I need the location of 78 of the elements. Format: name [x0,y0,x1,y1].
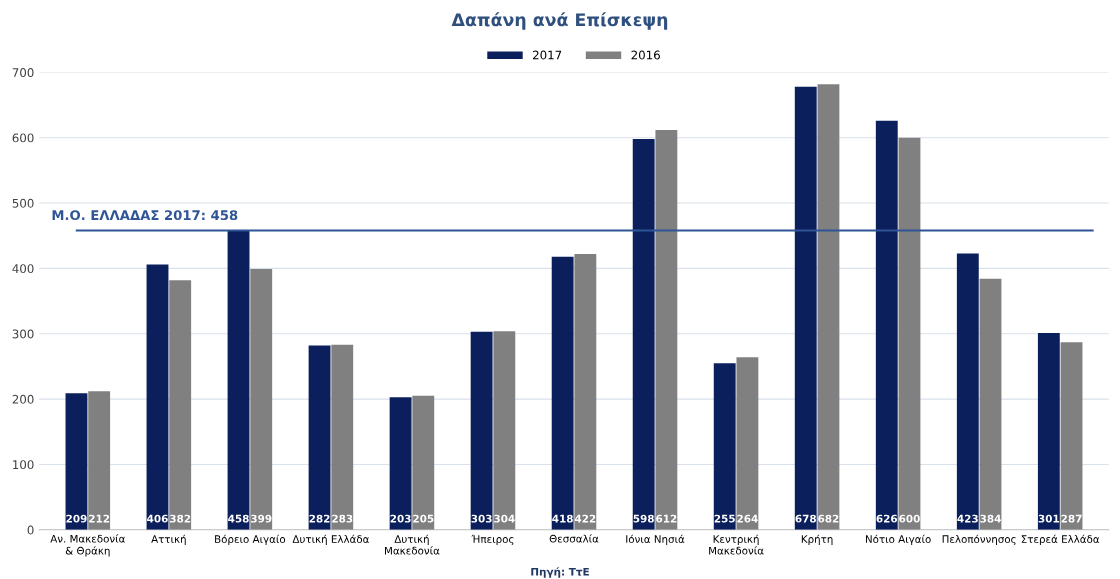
x-tick-label: Αττική [151,534,186,545]
bar [551,256,574,530]
bar [875,120,898,530]
data-label: 301 [1038,514,1059,523]
bar [1060,342,1083,530]
data-label: 422 [574,514,596,523]
bar [713,363,736,530]
bar [250,269,273,530]
x-tick-label: Δυτική Ελλάδα [292,534,369,545]
data-label: 423 [957,514,978,523]
y-tick-label: 600 [12,133,34,143]
x-tick-label: Νότιο Αιγαίο [865,534,931,545]
bar [146,264,169,530]
data-label: 212 [89,514,110,523]
bar [632,139,655,530]
data-label: 418 [552,514,573,523]
data-label: 406 [147,514,168,523]
data-label: 287 [1061,514,1082,523]
text: Πηγή: ΤτΕ [531,567,589,578]
bar [169,280,192,530]
data-label: 399 [251,514,272,523]
y-tick-label: 300 [12,329,34,339]
x-tick-label: Ήπειρος [471,534,514,546]
data-label: 205 [413,514,434,523]
legend-label: 2016 [631,50,660,60]
x-tick-label: Κρήτη [801,534,833,545]
data-label: 682 [818,514,839,523]
bar [898,137,921,530]
data-label: 600 [899,514,920,523]
bar [655,129,678,530]
bar [412,395,435,530]
x-tick-label: Δυτική Μακεδονία [385,534,440,555]
bar [1037,333,1060,530]
data-label: 598 [633,514,654,523]
x-tick-label: Θεσσαλία [549,534,599,543]
y-tick-label: 0 [27,525,34,535]
y-tick-label: 700 [12,68,34,78]
data-label: 458 [228,514,249,523]
data-label: 678 [795,514,816,523]
data-label: 282 [309,514,330,523]
x-tick-label: Αν. Μακεδονία & Θράκη [50,534,125,557]
bar [574,254,597,530]
x-tick-label: Κεντρική Μακεδονία [709,534,764,555]
bar [308,345,331,530]
data-label: 303 [471,514,492,523]
ref-line-label: Μ.Ο. ΕΛΛΑΔΑΣ 2017: 458 [52,210,238,221]
data-label: 203 [390,514,411,523]
bar [331,344,354,530]
x-tick-label: Στερεά Ελλάδα [1021,534,1100,545]
y-tick-label: 400 [12,264,34,274]
legend-label: 2017 [533,50,562,60]
y-tick-label: 100 [13,460,34,470]
data-label: 304 [494,514,515,523]
data-label: 209 [66,514,87,523]
bar [794,86,817,530]
bar [470,331,493,530]
data-label: 612 [656,514,677,523]
chart-title: Δαπάνη ανά Επίσκεψη [451,12,668,30]
data-label: 255 [714,514,735,523]
bar [227,230,250,530]
data-label: 382 [170,514,191,523]
bar [817,84,840,530]
x-tick-label: Πελοπόννησος [942,534,1016,546]
bar [956,253,979,530]
data-label: 283 [332,514,353,523]
bar [88,391,111,530]
data-label: 384 [980,514,1001,523]
bar [979,278,1002,530]
y-tick-label: 500 [12,198,34,208]
x-tick-label: Ιόνια Νησιά [626,534,685,545]
y-tick-label: 200 [12,394,34,404]
data-label: 626 [876,514,898,523]
data-label: 264 [737,514,758,523]
x-tick-label: Βόρειο Αιγαίο [215,534,286,545]
bar [65,393,88,530]
bar [493,331,516,530]
bar [389,397,412,530]
bar [736,357,759,530]
